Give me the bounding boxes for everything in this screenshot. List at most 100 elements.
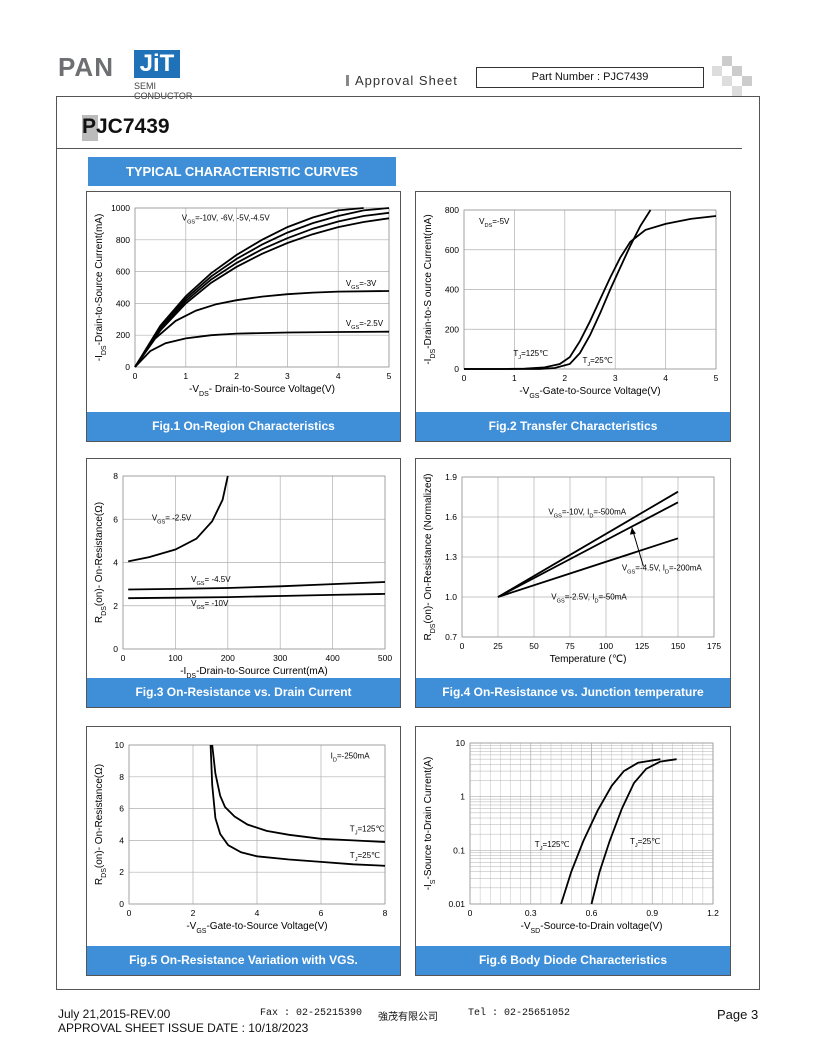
- fig4-ytick-label: 0.7: [445, 632, 457, 642]
- fig6-ytick-label: 0.01: [448, 899, 465, 909]
- fig5-xlabel: -VGS-Gate-to-Source Voltage(V): [186, 921, 327, 935]
- fig4-ytick-label: 1.6: [445, 512, 457, 522]
- revision-date: July 21,2015-REV.00: [58, 1007, 171, 1021]
- fig4-xtick-label: 100: [599, 641, 613, 651]
- fig5-ytick-label: 10: [115, 740, 125, 750]
- fig4-annotation-1: VGS=-10V, ID=-500mA: [548, 507, 626, 519]
- fig5-series-1-line: [211, 744, 386, 843]
- fig1-annotation-1: VGS=-10V, -6V, -5V,-4.5V: [182, 214, 271, 226]
- fig2-xtick-label: 1: [512, 373, 517, 383]
- fig5-series-2-line: [209, 744, 386, 867]
- fig6-ytick-label: 0.1: [453, 845, 465, 855]
- fig3-annotation-1: VGS= -2.5V: [152, 513, 192, 525]
- fig5-xtick-label: 8: [383, 908, 388, 918]
- fig4-ytick-label: 1.0: [445, 592, 457, 602]
- fig2-xlabel: -VGS-Gate-to-Source Voltage(V): [519, 386, 660, 400]
- fig5-ytick-label: 2: [119, 867, 124, 877]
- fig4-series-2-line: [497, 501, 679, 598]
- fig1-ytick-label: 400: [116, 298, 130, 308]
- fig1-ytick-label: 800: [116, 235, 130, 245]
- fig6-xtick-label: 0.9: [646, 908, 658, 918]
- fig6-series-1-line: [560, 758, 661, 905]
- fig6-xtick-label: 0.6: [586, 908, 598, 918]
- fig2-caption: Fig.2 Transfer Characteristics: [416, 412, 730, 441]
- fig3-xtick-label: 300: [273, 653, 287, 663]
- part-number-box: Part Number : PJC7439: [476, 67, 704, 88]
- fig2-series-1-line: [464, 215, 717, 370]
- fig3-series-1-line: [128, 475, 229, 563]
- fig3-annotation-3: VGS= -10V: [191, 599, 229, 611]
- fig5-ytick-label: 0: [119, 899, 124, 909]
- fig6-xtick-label: 0.3: [525, 908, 537, 918]
- fig2-ytick-label: 200: [445, 324, 459, 334]
- fig1-xtick-label: 4: [336, 371, 341, 381]
- fig3-panel: 0 100 200 300 400 500 0 2 4 6 8 VGS= -2.5V VGS= -4.5…: [86, 458, 401, 708]
- fig4-xtick-label: 125: [635, 641, 649, 651]
- fig1-series-4-line: [134, 217, 390, 368]
- fig6-annotation-2: TJ=25℃: [630, 837, 660, 849]
- fig1-series-6-line: [134, 330, 390, 368]
- fig6-caption: Fig.6 Body Diode Characteristics: [416, 946, 730, 975]
- title-accent: [82, 115, 98, 141]
- fig1-panel: 0 1 2 3 4 5 0 200 400 600 800 1000 VGS=-10V, -6V, -5…: [86, 191, 401, 442]
- fig4-ylabel: RDS(on)- On-Resistance (Normalized): [423, 473, 437, 640]
- fig3-series-3-line: [128, 593, 386, 600]
- fig4-annotation-2: VGS=-4.5V, ID=-200mA: [622, 563, 703, 575]
- fig2-annotation-2: TJ=125℃: [513, 349, 548, 361]
- fig1-xtick-label: 3: [285, 371, 290, 381]
- fig2-grid: [463, 209, 717, 370]
- fig1-plot-border: [134, 207, 390, 368]
- fig1-ytick-label: 600: [116, 267, 130, 277]
- fig3-xtick-label: 400: [326, 653, 340, 663]
- fig5-xtick-label: 6: [319, 908, 324, 918]
- fig4-plot-border: [461, 476, 715, 638]
- footer-company: 強茂有限公司: [378, 1012, 438, 1023]
- fig6-ytick-label: 1: [460, 792, 465, 802]
- fig2-xtick-label: 0: [462, 373, 467, 383]
- fig1-xtick-label: 5: [387, 371, 392, 381]
- fig4-annotation-3: VGS=-2.5V, ID=-50mA: [551, 593, 627, 605]
- part-title: PJC7439: [82, 115, 170, 138]
- fig3-xtick-label: 200: [221, 653, 235, 663]
- page-number: Page 3: [717, 1007, 759, 1022]
- fig4-xtick-label: 175: [707, 641, 721, 651]
- fig4-caption: Fig.4 On-Resistance vs. Junction tempera…: [416, 678, 730, 707]
- fig4-panel: 0 25 50 75 100 125 150 175 0.7 1.0 1.3 1.6 1.9 VGS=-1…: [415, 458, 731, 708]
- fig6-chart: 0 0.3 0.6 0.9 1.2 0.01 0.1 1 10 TJ=125℃ TJ=25℃ -VSD…: [423, 738, 719, 935]
- fig1-chart: 0 1 2 3 4 5 0 200 400 600 800 1000 VGS=-10V, -6V, -5…: [94, 203, 392, 398]
- fig4-xlabel: Temperature (℃): [550, 654, 627, 665]
- footer-dates: July 21,2015-REV.00 APPROVAL SHEET ISSUE…: [58, 1007, 308, 1035]
- fig1-caption: Fig.1 On-Region Characteristics: [87, 412, 400, 441]
- fig3-ytick-label: 2: [113, 601, 118, 611]
- fig1-xtick-label: 1: [183, 371, 188, 381]
- fig2-xtick-label: 3: [613, 373, 618, 383]
- fig3-ylabel: RDS(on)- On-Resistance(Ω): [94, 502, 108, 623]
- fig5-ytick-label: 4: [119, 835, 124, 845]
- footer-tel: Tel : 02-25651052: [468, 1008, 571, 1019]
- fig6-ylabel: -IS-Source to-Drain Current(A): [423, 757, 437, 891]
- fig4-xtick-label: 25: [493, 641, 503, 651]
- fig5-grid: [128, 744, 386, 905]
- fig5-chart: 0 2 4 6 8 0 2 4 6 8 10 ID=-250mA TJ=125℃ TJ=25℃ -VGS-G…: [94, 740, 388, 935]
- fig6-ytick-label: 10: [456, 738, 466, 748]
- fig4-xtick-label: 75: [565, 641, 575, 651]
- fig5-xtick-label: 4: [255, 908, 260, 918]
- fig5-caption: Fig.5 On-Resistance Variation with VGS.: [87, 946, 400, 975]
- fig4-series-1-line: [497, 490, 679, 598]
- fig3-ytick-label: 4: [113, 558, 118, 568]
- fig2-ylabel: -IDS-Drain-to-S ource Current(mA): [423, 214, 437, 364]
- fig3-grid: [122, 475, 386, 650]
- fig1-annotation-2: VGS=-3V: [346, 279, 377, 291]
- fig2-ytick-label: 800: [445, 205, 459, 215]
- fig3-chart: 0 100 200 300 400 500 0 2 4 6 8 VGS= -2.5V VGS= -4.5…: [94, 471, 392, 680]
- fig2-series-2-line: [464, 209, 652, 370]
- fig2-annotation-3: TJ=25℃: [582, 356, 612, 368]
- fig1-ytick-label: 0: [125, 362, 130, 372]
- fig2-annotation-1: VDS=-5V: [479, 217, 510, 229]
- fig2-ytick-label: 0: [454, 364, 459, 374]
- fig1-series-5-line: [134, 290, 390, 368]
- section-title: TYPICAL CHARACTERISTIC CURVES: [88, 157, 396, 186]
- fig4-xtick-label: 50: [529, 641, 539, 651]
- fig6-xlabel: -VSD-Source-to-Drain voltage(V): [521, 921, 663, 935]
- fig5-annotation-1: ID=-250mA: [331, 752, 371, 764]
